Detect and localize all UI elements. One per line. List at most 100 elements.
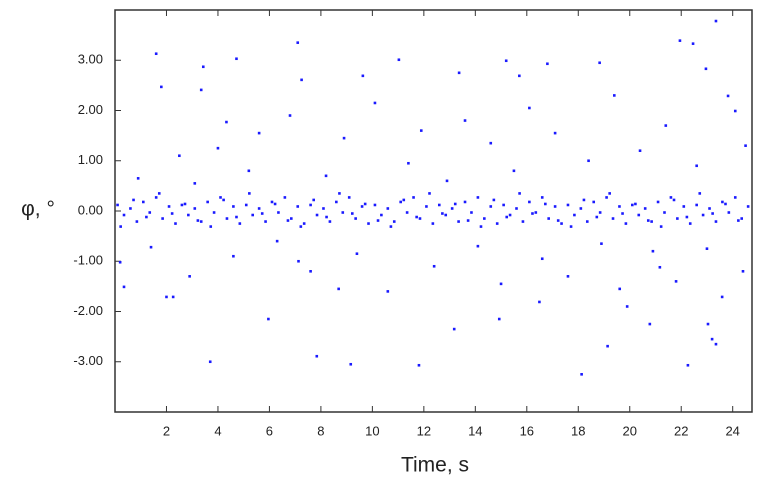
point bbox=[579, 207, 583, 210]
point bbox=[453, 202, 457, 206]
point bbox=[283, 196, 287, 199]
point bbox=[592, 200, 596, 204]
point bbox=[208, 360, 212, 364]
point bbox=[695, 203, 698, 207]
x-axis-label: Time, s bbox=[401, 454, 469, 477]
point bbox=[309, 270, 312, 273]
point bbox=[247, 169, 251, 173]
point bbox=[708, 207, 711, 210]
point bbox=[698, 192, 702, 195]
point bbox=[363, 202, 367, 206]
x-tick-label: 12 bbox=[417, 423, 431, 438]
point bbox=[222, 198, 225, 202]
y-tick-label: 0.00 bbox=[78, 202, 103, 217]
point bbox=[656, 200, 660, 204]
point bbox=[232, 254, 235, 258]
point bbox=[631, 203, 634, 207]
point bbox=[171, 295, 175, 299]
point bbox=[129, 207, 132, 210]
point bbox=[347, 196, 351, 199]
point bbox=[608, 192, 611, 195]
point bbox=[180, 203, 184, 207]
point bbox=[621, 212, 624, 215]
point bbox=[196, 219, 200, 222]
point bbox=[132, 198, 135, 202]
point bbox=[688, 222, 692, 225]
point bbox=[244, 203, 248, 207]
point bbox=[232, 205, 235, 208]
point bbox=[598, 211, 602, 214]
point bbox=[300, 78, 303, 82]
point bbox=[341, 211, 345, 214]
point bbox=[528, 106, 531, 110]
point bbox=[546, 62, 549, 66]
point bbox=[122, 285, 126, 289]
point bbox=[444, 213, 448, 217]
point bbox=[618, 205, 621, 208]
point bbox=[299, 225, 303, 228]
point bbox=[470, 211, 473, 214]
point bbox=[188, 275, 191, 278]
point bbox=[405, 211, 409, 214]
point bbox=[646, 219, 650, 222]
point bbox=[711, 212, 714, 215]
point bbox=[431, 222, 435, 225]
point bbox=[483, 217, 486, 220]
x-tick-label: 2 bbox=[163, 423, 170, 438]
point bbox=[463, 200, 467, 204]
point bbox=[445, 179, 449, 183]
point bbox=[605, 196, 608, 199]
point bbox=[450, 207, 454, 210]
point bbox=[648, 322, 652, 326]
point bbox=[277, 211, 280, 214]
point bbox=[706, 322, 710, 326]
point bbox=[148, 211, 152, 214]
point bbox=[142, 200, 145, 204]
point bbox=[209, 225, 213, 228]
point bbox=[737, 219, 740, 222]
point bbox=[492, 198, 496, 202]
point bbox=[663, 211, 666, 214]
point bbox=[199, 220, 203, 223]
point bbox=[463, 119, 467, 122]
point bbox=[199, 88, 203, 92]
point bbox=[566, 275, 570, 278]
point bbox=[695, 164, 698, 168]
point bbox=[733, 196, 737, 199]
point bbox=[402, 198, 406, 202]
point bbox=[587, 159, 590, 163]
point bbox=[518, 192, 521, 195]
point bbox=[598, 61, 601, 65]
y-tick-label: -3.00 bbox=[73, 353, 103, 368]
point bbox=[116, 203, 119, 207]
point bbox=[337, 287, 340, 291]
point bbox=[678, 39, 682, 42]
point bbox=[419, 129, 423, 132]
point bbox=[457, 220, 460, 223]
point bbox=[136, 177, 140, 180]
point bbox=[638, 149, 642, 152]
point bbox=[682, 205, 686, 208]
point bbox=[618, 287, 622, 291]
point bbox=[309, 203, 312, 207]
point bbox=[544, 202, 547, 206]
point bbox=[521, 220, 525, 223]
point bbox=[685, 215, 689, 219]
point bbox=[518, 74, 521, 78]
point bbox=[676, 217, 679, 220]
point bbox=[547, 217, 550, 220]
point bbox=[714, 19, 718, 23]
point bbox=[531, 212, 534, 215]
point bbox=[251, 213, 254, 217]
point bbox=[534, 211, 538, 214]
point bbox=[361, 74, 365, 78]
point bbox=[373, 101, 377, 105]
point bbox=[248, 192, 251, 195]
point bbox=[556, 219, 560, 222]
point bbox=[733, 109, 737, 113]
y-tick-label: 1.00 bbox=[78, 152, 103, 167]
point bbox=[187, 213, 190, 217]
y-tick-label: -2.00 bbox=[73, 303, 103, 318]
point bbox=[504, 59, 508, 63]
x-tick-label: 16 bbox=[520, 423, 534, 438]
